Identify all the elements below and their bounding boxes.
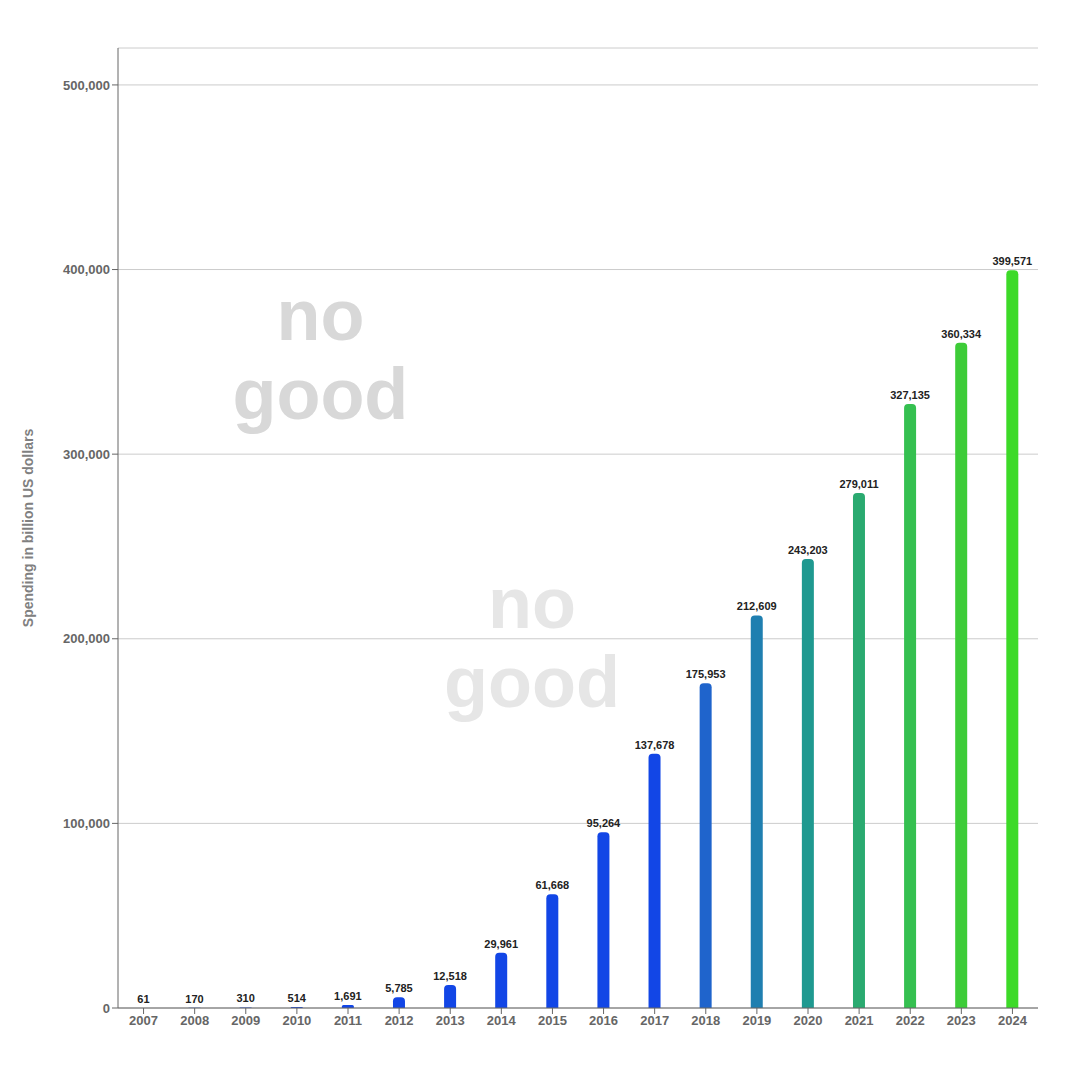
svg-text:0: 0	[103, 1001, 110, 1016]
html-text:no: no	[488, 563, 576, 643]
svg-text:2018: 2018	[691, 1013, 720, 1028]
svg-text:400,000: 400,000	[63, 262, 110, 277]
svg-text:61,668: 61,668	[535, 879, 569, 891]
svg-text:2024: 2024	[998, 1013, 1028, 1028]
html-text:no: no	[276, 275, 365, 355]
svg-text:2020: 2020	[794, 1013, 823, 1028]
svg-text:300,000: 300,000	[63, 447, 110, 462]
svg-text:200,000: 200,000	[63, 631, 110, 646]
svg-text:2015: 2015	[538, 1013, 567, 1028]
svg-text:2012: 2012	[385, 1013, 414, 1028]
svg-text:100,000: 100,000	[63, 816, 110, 831]
svg-text:2010: 2010	[282, 1013, 311, 1028]
svg-text:95,264: 95,264	[587, 817, 622, 829]
svg-text:2008: 2008	[180, 1013, 209, 1028]
svg-text:61: 61	[137, 993, 149, 1005]
svg-text:399,571: 399,571	[992, 255, 1032, 267]
html-text:good: good	[232, 354, 409, 435]
svg-text:2007: 2007	[129, 1013, 158, 1028]
svg-text:Spending in billion US dollars: Spending in billion US dollars	[20, 429, 36, 628]
svg-text:1,691: 1,691	[334, 990, 362, 1002]
svg-text:212,609: 212,609	[737, 600, 777, 612]
svg-text:2011: 2011	[334, 1013, 362, 1028]
svg-text:175,953: 175,953	[686, 668, 726, 680]
svg-text:29,961: 29,961	[484, 938, 518, 950]
svg-text:2017: 2017	[640, 1013, 669, 1028]
svg-text:2009: 2009	[231, 1013, 260, 1028]
svg-text:2016: 2016	[589, 1013, 618, 1028]
svg-text:2023: 2023	[947, 1013, 976, 1028]
svg-text:2013: 2013	[436, 1013, 465, 1028]
svg-text:170: 170	[185, 993, 203, 1005]
svg-text:2019: 2019	[742, 1013, 771, 1028]
svg-text:310: 310	[236, 992, 254, 1004]
svg-text:360,334: 360,334	[941, 328, 982, 340]
svg-text:2021: 2021	[845, 1013, 874, 1028]
svg-text:2014: 2014	[487, 1013, 517, 1028]
svg-text:5,785: 5,785	[385, 982, 413, 994]
svg-text:243,203: 243,203	[788, 544, 828, 556]
svg-text:2022: 2022	[896, 1013, 925, 1028]
svg-text:12,518: 12,518	[433, 970, 467, 982]
svg-text:500,000: 500,000	[63, 78, 110, 93]
html-text:good: good	[444, 642, 620, 723]
svg-text:137,678: 137,678	[635, 739, 675, 751]
svg-text:327,135: 327,135	[890, 389, 930, 401]
svg-text:279,011: 279,011	[839, 478, 878, 490]
svg-text:514: 514	[288, 992, 307, 1004]
